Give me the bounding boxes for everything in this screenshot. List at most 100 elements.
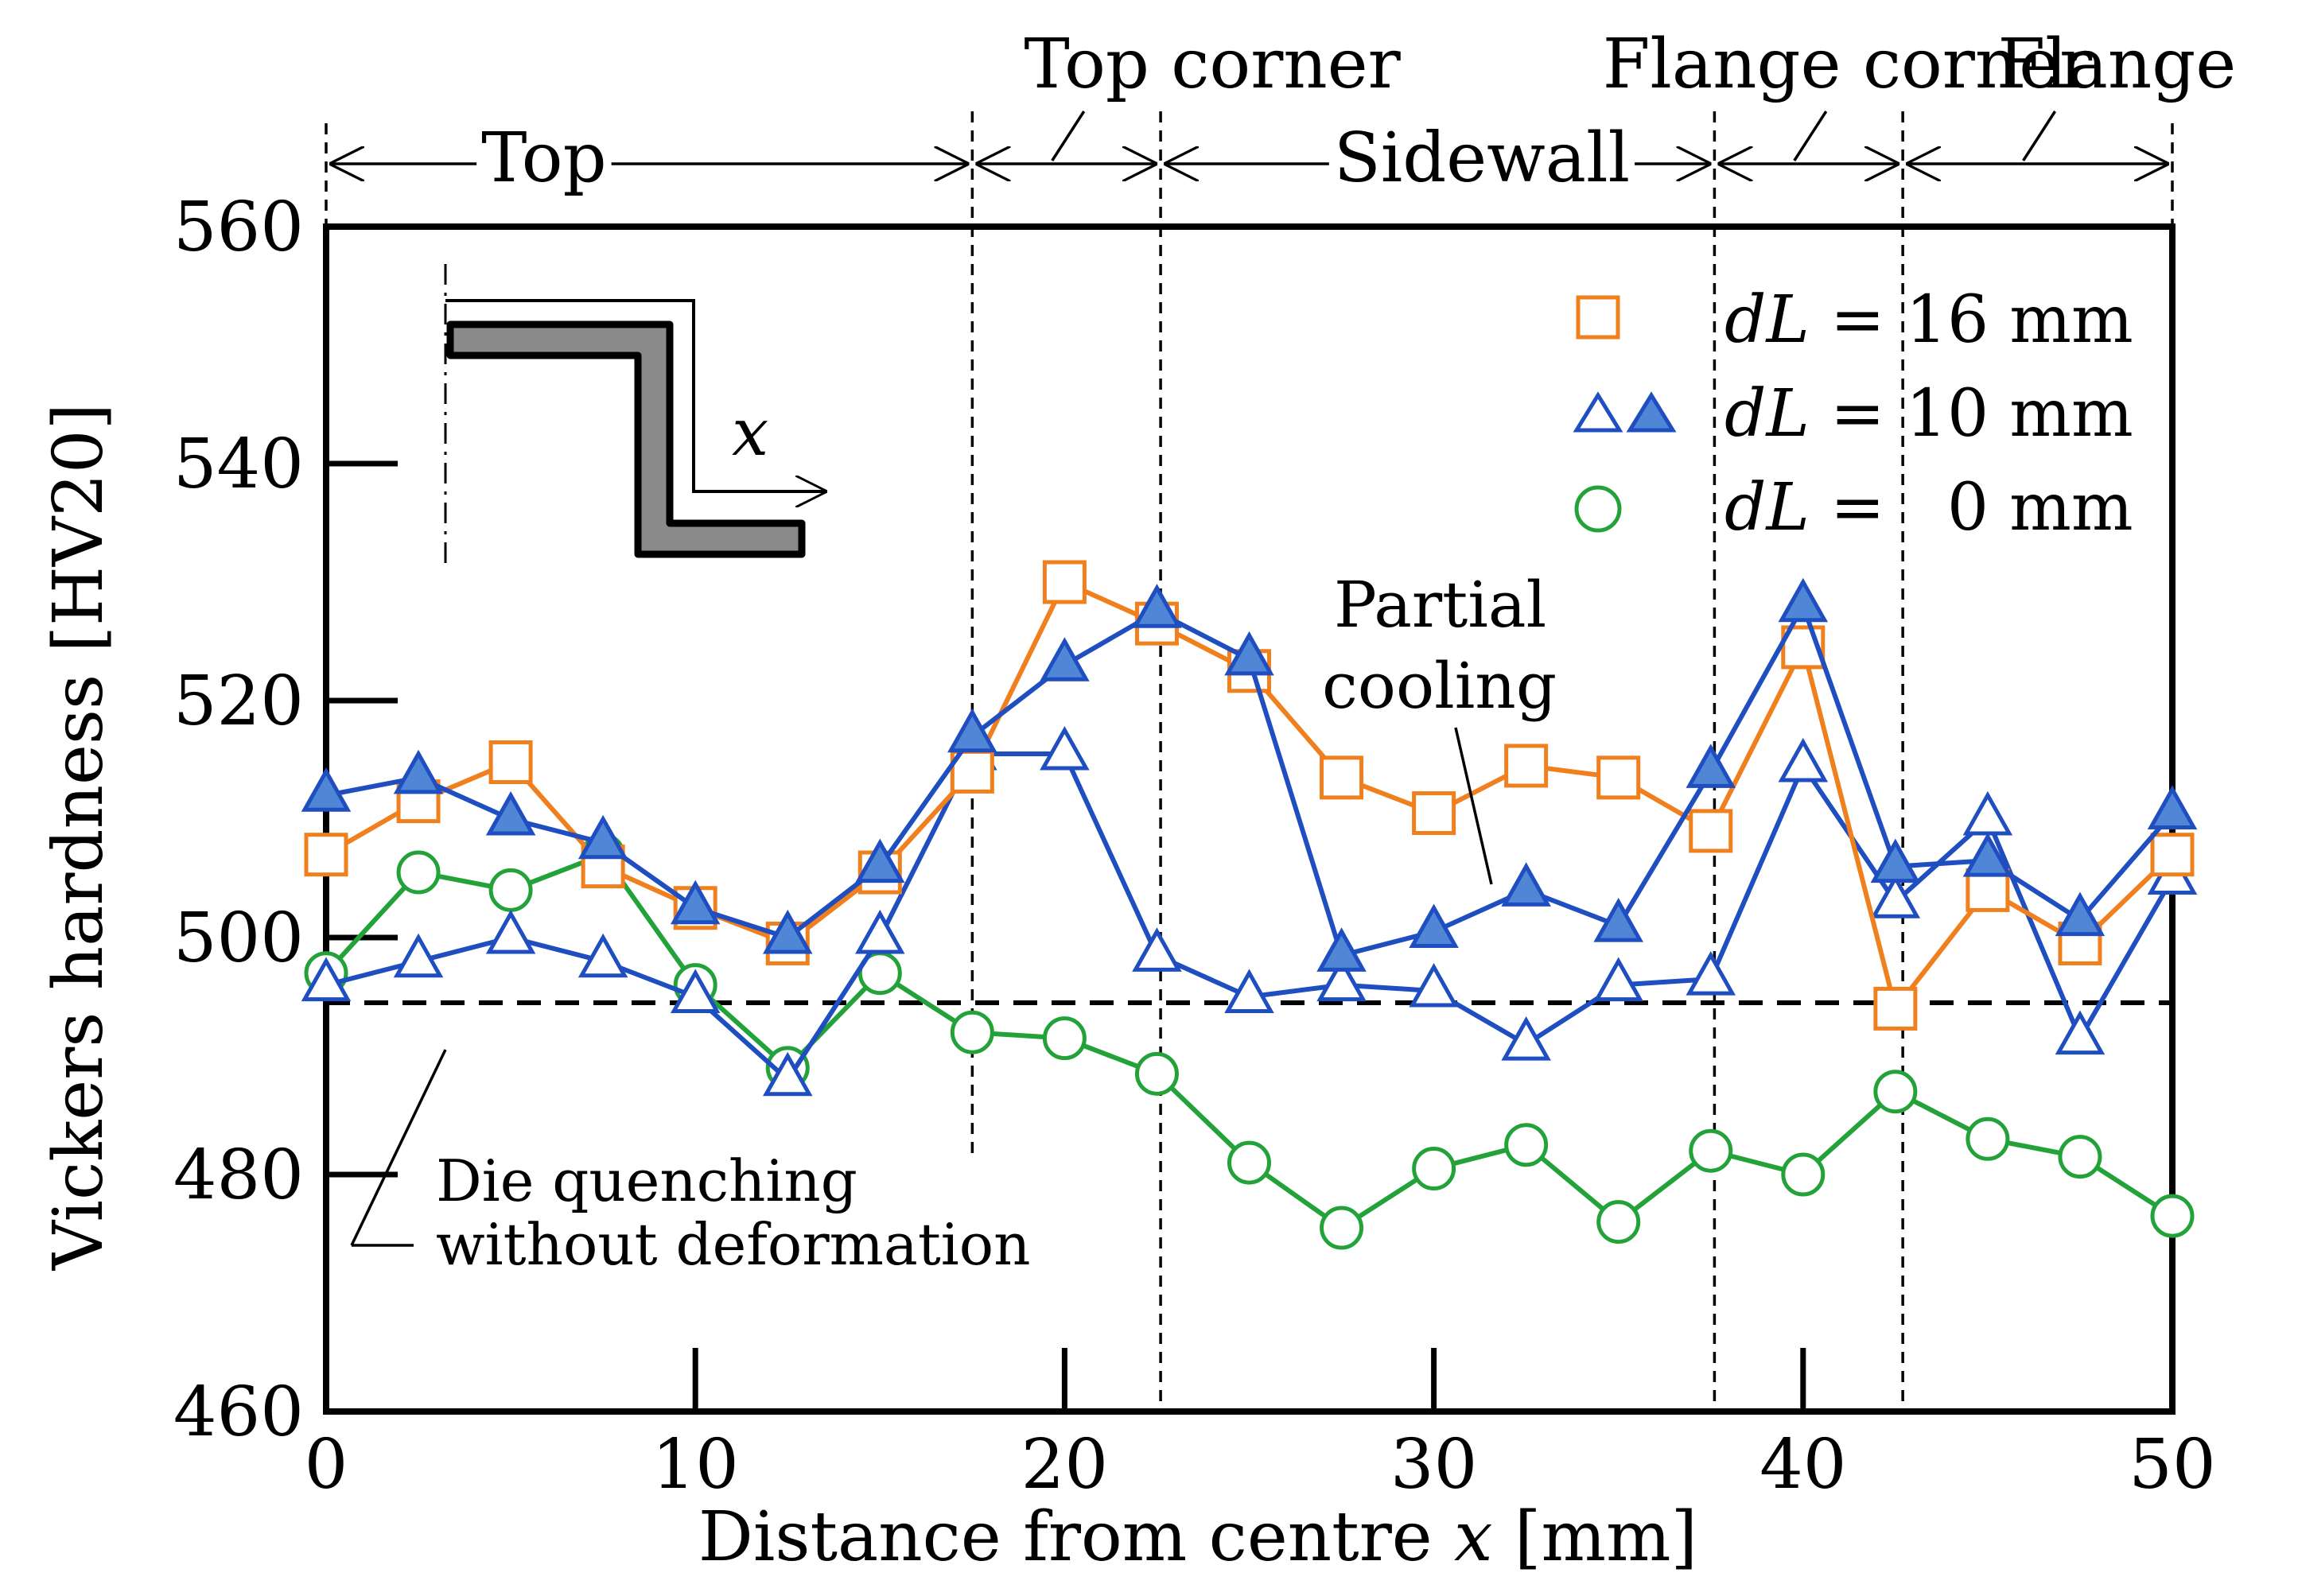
data-point [1778, 577, 1829, 623]
data-point [670, 880, 721, 925]
data-point [1316, 957, 1367, 1002]
data-point [1042, 1016, 1087, 1061]
data-point [1040, 725, 1090, 771]
x-axis-ticks: 0 10 20 30 40 50 [305, 1348, 2216, 1505]
data-point [393, 933, 444, 978]
data-point [670, 969, 721, 1013]
x-tick-label: 30 [1390, 1425, 1477, 1505]
x-axis-title: Distance from centre x [mm] [698, 1497, 1697, 1577]
data-point [2150, 833, 2195, 877]
data-point [762, 1051, 813, 1097]
data-point [1593, 898, 1643, 942]
x-tick-label: 40 [1759, 1425, 1846, 1505]
data-point [301, 767, 352, 812]
data-point [1686, 951, 1736, 996]
data-point [1870, 838, 1921, 883]
data-point [1134, 1051, 1179, 1096]
inset-x-label: x [732, 395, 768, 471]
region-label: Top corner [1024, 25, 1401, 104]
y-axis-title: Vickers hardness [HV20] [39, 403, 119, 1271]
data-point [1132, 584, 1182, 628]
data-point [396, 850, 441, 895]
data-point [1781, 1152, 1826, 1197]
data-point [1412, 791, 1456, 836]
region-label: Flange corner [1603, 25, 2093, 104]
legend-marker-10mm-open [1573, 391, 1623, 433]
data-point [485, 790, 536, 836]
region-label: Sidewall [1334, 118, 1630, 198]
data-point [855, 838, 905, 883]
partial-cooling-label-line1: Partial [1334, 568, 1546, 642]
data-point [393, 749, 444, 794]
hat-profile-schematic: x [444, 264, 827, 566]
data-point [1686, 744, 1736, 788]
region-leader [1051, 111, 1086, 161]
data-point [1227, 1140, 1271, 1185]
data-point [1040, 637, 1090, 682]
y-tick-label: 500 [173, 899, 304, 978]
legend-marker-10mm-filled [1626, 391, 1677, 433]
y-tick-label: 460 [173, 1373, 304, 1452]
data-point [1778, 737, 1829, 782]
x-tick-label: 10 [651, 1425, 738, 1505]
data-point [301, 957, 352, 1002]
y-tick-label: 480 [173, 1136, 304, 1215]
data-point [304, 833, 348, 877]
data-point [1412, 1147, 1456, 1191]
legend: dL = 16 mm dL = 10 mm dL = 0 mm [1573, 282, 2133, 546]
x-tick-label: 0 [305, 1425, 348, 1505]
data-point [762, 909, 813, 954]
data-point [2147, 785, 2198, 830]
region-leader [1793, 111, 1828, 161]
data-point [1689, 1128, 1733, 1173]
series-layer [301, 560, 2198, 1250]
y-axis-ticks: 460 480 500 520 540 560 [173, 188, 398, 1452]
y-tick-label: 540 [173, 425, 304, 504]
series-triangle-filled [301, 577, 2198, 972]
legend-label-10mm: dL = 10 mm [1724, 376, 2133, 452]
data-point [1409, 903, 1459, 949]
data-point [1132, 927, 1182, 972]
data-point [855, 909, 905, 954]
data-point [1504, 1123, 1549, 1167]
data-point [1042, 560, 1087, 604]
data-point [2150, 1194, 2195, 1238]
data-point [1316, 927, 1367, 972]
data-point [947, 708, 997, 753]
data-point [1962, 833, 2013, 877]
data-point [1596, 1200, 1641, 1245]
data-point [1962, 790, 2013, 836]
region-label-bg [476, 130, 612, 187]
series-triangle-open [301, 725, 2198, 1097]
data-point [1501, 862, 1551, 907]
data-point [1689, 809, 1733, 853]
die-quenching-leader-1 [350, 1049, 447, 1246]
data-point [577, 814, 628, 860]
inset-x-arrow [445, 299, 827, 491]
data-point [2058, 1135, 2102, 1179]
data-point [1873, 986, 1918, 1031]
legend-marker-16mm [1576, 295, 1620, 340]
data-point [1596, 755, 1641, 800]
legend-label-16mm: dL = 16 mm [1724, 282, 2133, 358]
region-leader [2022, 111, 2057, 161]
data-point [1320, 1206, 1364, 1250]
legend-label-0mm: dL = 0 mm [1724, 470, 2133, 546]
data-point [1501, 1016, 1551, 1061]
data-point [1504, 744, 1549, 788]
x-tick-label: 20 [1021, 1425, 1108, 1505]
x-tick-label: 50 [2129, 1425, 2215, 1505]
inset-profile-shape [446, 320, 806, 558]
data-point [1593, 957, 1643, 1002]
data-point [485, 909, 536, 954]
region-label: Flange [1997, 25, 2236, 104]
data-point [1409, 962, 1459, 1008]
data-point [2055, 1010, 2106, 1055]
data-point [1966, 1116, 2010, 1161]
die-quenching-label-line2: without deformation [436, 1211, 1031, 1278]
annotations: Partial cooling Die quenching without de… [350, 568, 1557, 1278]
y-tick-label: 520 [173, 662, 304, 741]
partial-cooling-leader [1454, 727, 1493, 885]
data-point [577, 933, 628, 978]
